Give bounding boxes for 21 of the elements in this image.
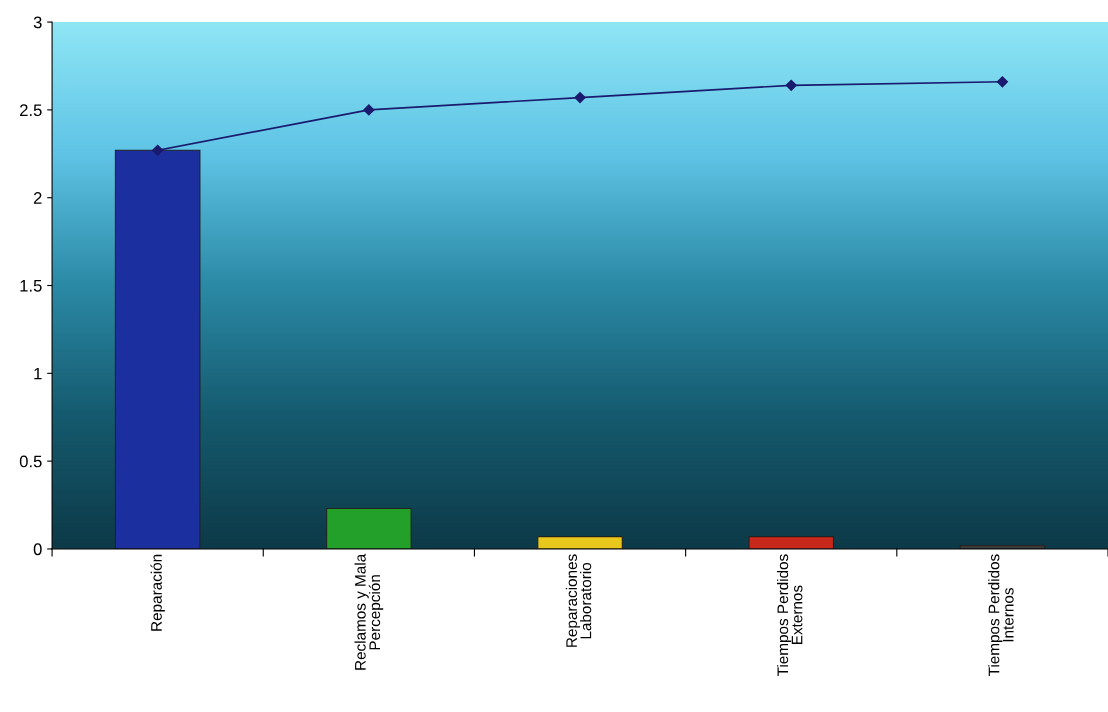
bar	[748, 536, 835, 549]
point	[363, 104, 375, 116]
x-tick-label: Tiempos Perdidos Externos	[776, 554, 803, 677]
point	[996, 76, 1009, 88]
x-tick-label: Reparación	[150, 554, 165, 631]
y-tick-label: 1.5	[20, 280, 42, 292]
y-tick-label: 0	[33, 543, 42, 556]
y-tick-label: 2	[33, 192, 42, 204]
x-tick-label: Reparaciones Laboratorio	[565, 554, 592, 647]
bar	[537, 536, 623, 549]
y-tick-label: 0.5	[19, 455, 42, 468]
x-tick-label: Reclamos y Mala Percepción	[354, 553, 384, 670]
point	[785, 79, 797, 91]
y-tick-label: 3	[33, 16, 42, 29]
bar	[326, 508, 412, 549]
point	[152, 144, 164, 156]
point	[574, 91, 586, 104]
y-tick-label: 1	[34, 367, 42, 380]
bar	[114, 149, 201, 549]
x-tick-label: Tiempos Perdidos Internos	[988, 554, 1014, 677]
y-tick-label: 2.5	[20, 104, 42, 117]
